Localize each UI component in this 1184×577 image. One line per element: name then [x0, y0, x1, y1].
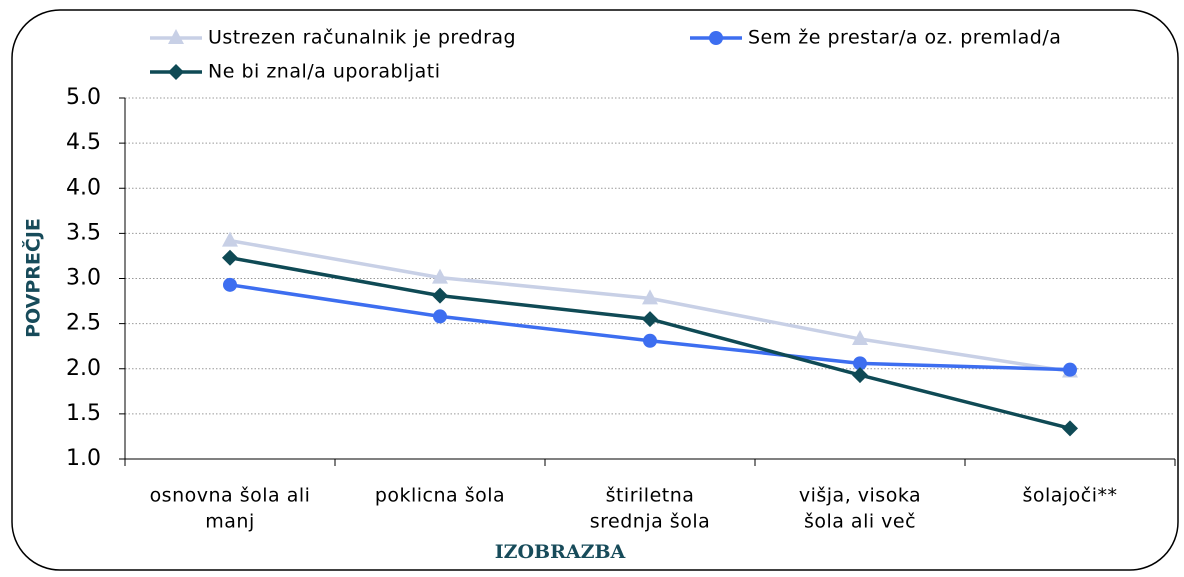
legend-label: Sem že prestar/a oz. premlad/a — [748, 27, 1061, 49]
y-axis-title: POVPREČJE — [21, 218, 45, 338]
x-tick-label: poklicna šola — [375, 485, 505, 507]
data-point — [1063, 362, 1077, 377]
x-tick-label: šola ali več — [804, 511, 916, 533]
legend-marker — [709, 31, 723, 45]
y-tick-label: 2.5 — [66, 311, 101, 336]
data-point — [433, 309, 447, 324]
data-point — [642, 289, 658, 305]
data-point — [852, 367, 868, 384]
legend-label: Ne bi znal/a uporabljati — [208, 61, 441, 83]
legend-marker — [168, 64, 184, 80]
x-tick-label: višja, visoka — [799, 485, 921, 507]
data-point — [223, 277, 237, 292]
y-tick-label: 1.0 — [66, 446, 101, 471]
data-point — [432, 268, 448, 284]
y-tick-label: 3.0 — [66, 266, 101, 291]
y-tick-label: 3.5 — [66, 220, 101, 245]
x-axis-title: IZOBRAZBA — [495, 541, 626, 563]
legend-marker — [168, 29, 184, 44]
data-point — [643, 333, 657, 348]
x-tick-label: šolajoči** — [1022, 485, 1117, 507]
x-tick-label: štiriletna — [606, 485, 695, 507]
chart-frame — [11, 9, 1179, 571]
y-tick-label: 4.0 — [66, 175, 101, 200]
data-point — [222, 249, 238, 266]
y-tick-label: 2.0 — [66, 356, 101, 381]
x-tick-label: osnovna šola ali — [150, 485, 311, 507]
x-tick-label: srednja šola — [590, 511, 711, 533]
y-tick-label: 5.0 — [66, 85, 101, 110]
data-point — [432, 287, 448, 304]
y-tick-label: 4.5 — [66, 130, 101, 155]
data-point — [1062, 420, 1078, 437]
x-tick-label: manj — [205, 511, 254, 533]
data-point — [642, 311, 658, 328]
data-point — [853, 356, 867, 371]
y-tick-label: 1.5 — [66, 401, 101, 426]
data-point — [222, 231, 238, 247]
legend-label: Ustrezen računalnik je predrag — [208, 27, 516, 49]
data-point — [852, 329, 868, 345]
